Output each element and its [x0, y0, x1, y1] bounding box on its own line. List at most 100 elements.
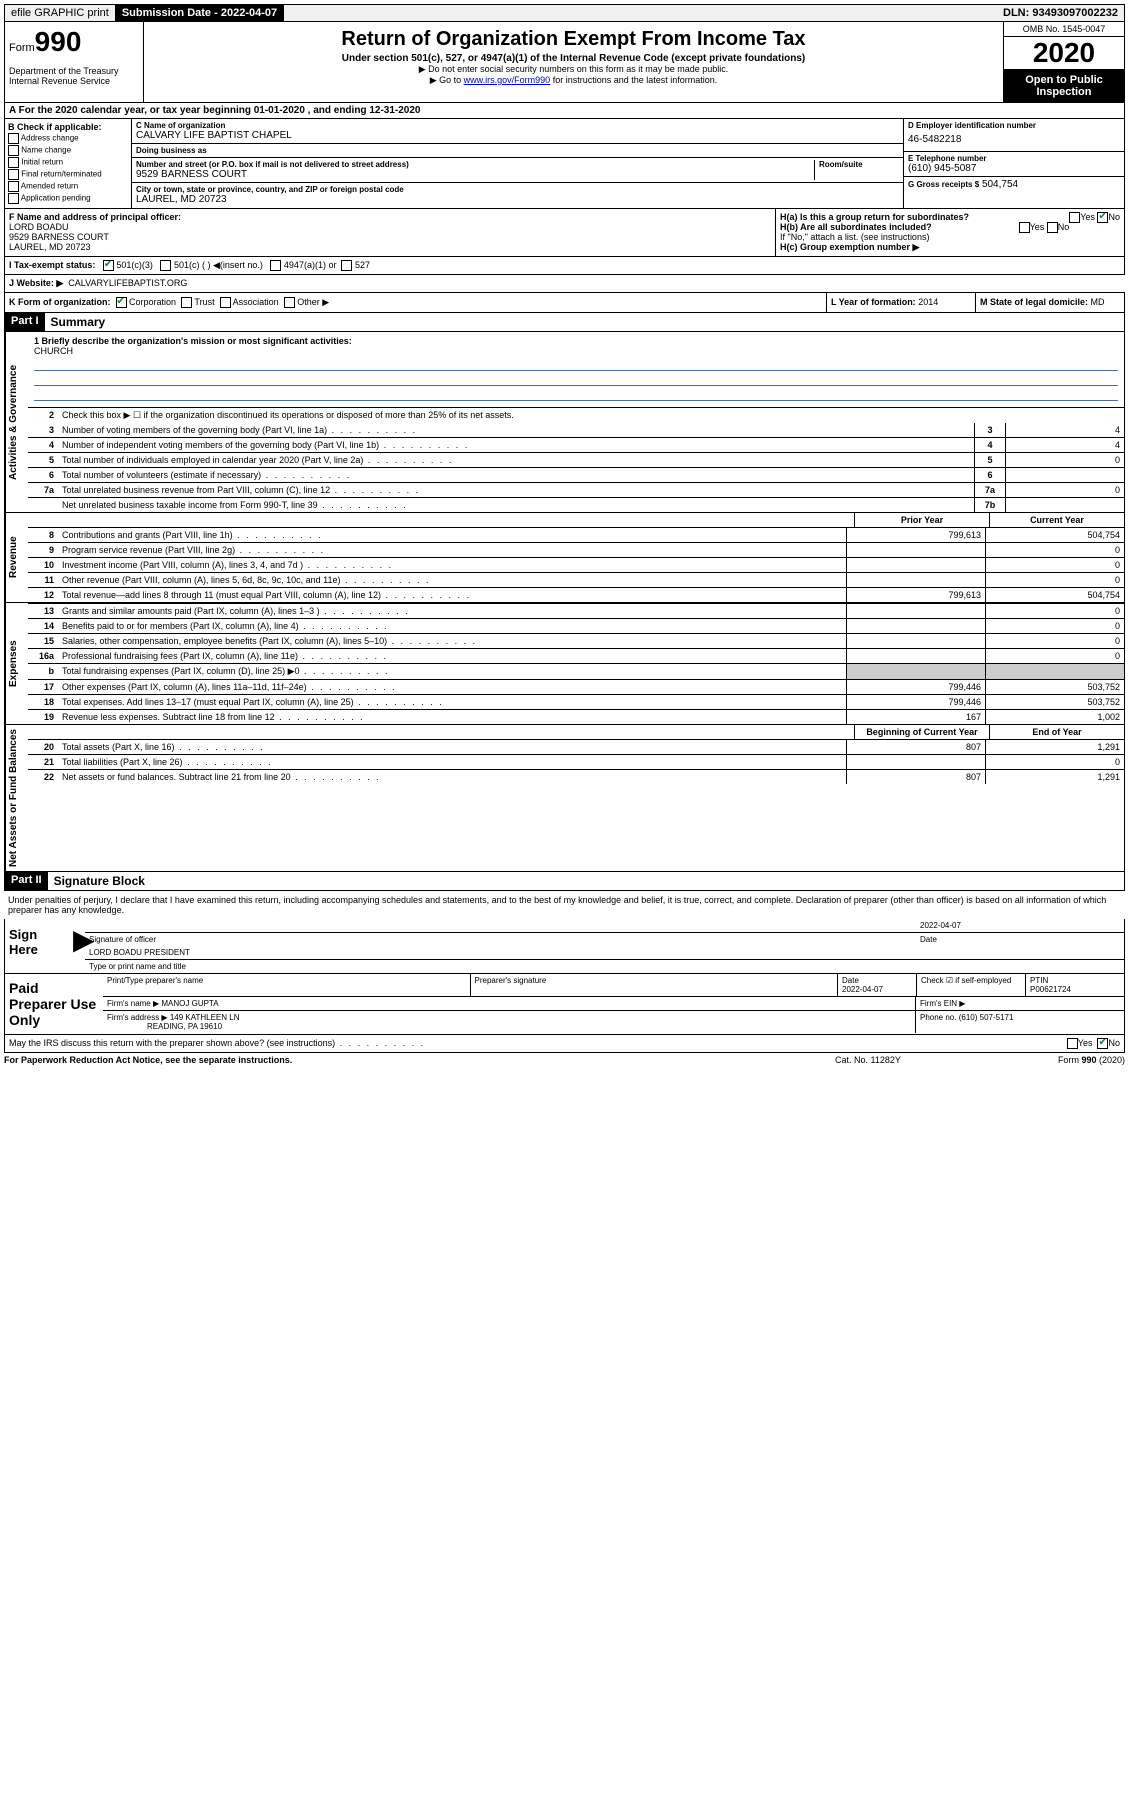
state-domicile: M State of legal domicile: MD: [975, 293, 1124, 312]
col-d: D Employer identification number 46-5482…: [903, 119, 1124, 208]
ein: 46-5482218: [908, 130, 1120, 149]
applicable-checkbox[interactable]: [8, 145, 19, 156]
officer-name: LORD BOADU: [9, 222, 69, 232]
ha-row: H(a) Is this a group return for subordin…: [780, 212, 1120, 222]
data-line: 15Salaries, other compensation, employee…: [28, 633, 1124, 648]
year-formation: L Year of formation: 2014: [826, 293, 975, 312]
preparer-row-1: Print/Type preparer's name Preparer's si…: [103, 974, 1124, 997]
hb-row: H(b) Are all subordinates included? Yes …: [780, 222, 1120, 232]
data-line: 22Net assets or fund balances. Subtract …: [28, 769, 1124, 784]
vtab-assets: Net Assets or Fund Balances: [5, 725, 28, 871]
revenue-block: Revenue Prior Year Current Year 8Contrib…: [4, 513, 1125, 603]
irs-link[interactable]: www.irs.gov/Form990: [464, 75, 551, 85]
vtab-governance: Activities & Governance: [5, 332, 28, 512]
part2-label: Part II: [5, 872, 48, 890]
header-left: Form990 Department of the Treasury Inter…: [5, 22, 144, 102]
applicable-checkbox[interactable]: [8, 181, 19, 192]
note-link: ▶ Go to www.irs.gov/Form990 for instruct…: [148, 75, 999, 86]
governance-block: Activities & Governance 1 Briefly descri…: [4, 332, 1125, 513]
mission-line: [34, 388, 1118, 401]
address-cell: Number and street (or P.O. box if mail i…: [132, 158, 903, 183]
col-prior: Prior Year: [854, 513, 989, 527]
part1-title: Summary: [45, 313, 112, 331]
form-number: Form990: [9, 26, 139, 58]
ha-no-checkbox[interactable]: [1097, 212, 1108, 223]
revenue-body: Prior Year Current Year 8Contributions a…: [28, 513, 1124, 602]
firm-name: MANOJ GUPTA: [161, 999, 218, 1008]
firm-address: 149 KATHLEEN LN: [170, 1013, 240, 1022]
checkbox-line: Initial return: [8, 157, 128, 168]
sign-arrow-icon: ▶: [73, 919, 85, 973]
applicable-checkbox[interactable]: [8, 133, 19, 144]
website-row: J Website: ▶ CALVARYLIFEBAPTIST.ORG: [4, 275, 1125, 293]
501c3-checkbox[interactable]: [103, 260, 114, 271]
checkbox-line: Final return/terminated: [8, 169, 128, 180]
city-cell: City or town, state or province, country…: [132, 183, 903, 207]
data-line: 8Contributions and grants (Part VIII, li…: [28, 527, 1124, 542]
paid-preparer-block: Paid Preparer Use Only Print/Type prepar…: [4, 974, 1125, 1035]
ptin-value: P00621724: [1030, 985, 1071, 994]
type-name-label: Type or print name and title: [85, 960, 1124, 973]
applicable-checkbox[interactable]: [8, 157, 19, 168]
col-begin: Beginning of Current Year: [854, 725, 989, 739]
gross-cell: G Gross receipts $ 504,754: [904, 177, 1124, 192]
rev-header: Prior Year Current Year: [28, 513, 1124, 527]
header-center: Return of Organization Exempt From Incom…: [144, 22, 1003, 102]
data-line: 17Other expenses (Part IX, column (A), l…: [28, 679, 1124, 694]
expenses-body: 13Grants and similar amounts paid (Part …: [28, 603, 1124, 724]
501c-checkbox[interactable]: [160, 260, 171, 271]
row-j: J Website: ▶ CALVARYLIFEBAPTIST.ORG: [4, 275, 1125, 293]
form-subtitle: Under section 501(c), 527, or 4947(a)(1)…: [148, 53, 999, 64]
street-address: 9529 BARNESS COURT: [136, 169, 814, 180]
form-header: Form990 Department of the Treasury Inter…: [4, 22, 1125, 103]
irs-discuss-row: May the IRS discuss this return with the…: [4, 1035, 1125, 1053]
form-footer: Form 990 (2020): [995, 1055, 1125, 1065]
expenses-block: Expenses 13Grants and similar amounts pa…: [4, 603, 1125, 725]
discuss-no-checkbox[interactable]: [1097, 1038, 1108, 1049]
applicable-checkbox[interactable]: [8, 169, 19, 180]
paid-preparer-label: Paid Preparer Use Only: [5, 974, 103, 1034]
firm-phone: (610) 507-5171: [959, 1013, 1014, 1022]
paperwork-notice: For Paperwork Reduction Act Notice, see …: [4, 1055, 835, 1065]
data-line: bTotal fundraising expenses (Part IX, co…: [28, 663, 1124, 679]
mission-line: [34, 358, 1118, 371]
tax-year: 2020: [1004, 37, 1124, 70]
self-employed-check: Check ☑ if self-employed: [917, 974, 1026, 996]
summary-line: 5Total number of individuals employed in…: [28, 452, 1124, 467]
mission-line: [34, 373, 1118, 386]
other-checkbox[interactable]: [284, 297, 295, 308]
h-group-return: H(a) Is this a group return for subordin…: [775, 209, 1124, 256]
discuss-yes-checkbox[interactable]: [1067, 1038, 1078, 1049]
hb-no-checkbox[interactable]: [1047, 222, 1058, 233]
corp-checkbox[interactable]: [116, 297, 127, 308]
assoc-checkbox[interactable]: [220, 297, 231, 308]
city-state-zip: LAUREL, MD 20723: [136, 194, 899, 205]
4947-checkbox[interactable]: [270, 260, 281, 271]
cat-number: Cat. No. 11282Y: [835, 1055, 995, 1065]
applicable-checkbox[interactable]: [8, 193, 19, 204]
data-line: 9Program service revenue (Part VIII, lin…: [28, 542, 1124, 557]
summary-line: 7aTotal unrelated business revenue from …: [28, 482, 1124, 497]
org-name: CALVARY LIFE BAPTIST CHAPEL: [136, 130, 899, 141]
data-line: 10Investment income (Part VIII, column (…: [28, 557, 1124, 572]
hb-yes-checkbox[interactable]: [1019, 222, 1030, 233]
ha-yes-checkbox[interactable]: [1069, 212, 1080, 223]
trust-checkbox[interactable]: [181, 297, 192, 308]
gross-receipts: 504,754: [982, 179, 1018, 190]
data-line: 18Total expenses. Add lines 13–17 (must …: [28, 694, 1124, 709]
org-name-cell: C Name of organization CALVARY LIFE BAPT…: [132, 119, 903, 144]
efile-label: efile GRAPHIC print: [5, 5, 116, 21]
part1-label: Part I: [5, 313, 45, 331]
sign-fields: 2022-04-07 Signature of officer Date LOR…: [85, 919, 1124, 973]
omb-number: OMB No. 1545-0047: [1004, 22, 1124, 37]
line-2: 2 Check this box ▶ ☐ if the organization…: [28, 407, 1124, 423]
perjury-text: Under penalties of perjury, I declare th…: [4, 891, 1125, 919]
data-line: 14Benefits paid to or for members (Part …: [28, 618, 1124, 633]
principal-officer: F Name and address of principal officer:…: [5, 209, 775, 256]
website-value: CALVARYLIFEBAPTIST.ORG: [68, 278, 187, 288]
checkbox-line: Address change: [8, 133, 128, 144]
527-checkbox[interactable]: [341, 260, 352, 271]
col-b-checkboxes: B Check if applicable: Address change Na…: [5, 119, 132, 208]
row-f-officer: F Name and address of principal officer:…: [4, 209, 1125, 257]
open-inspection: Open to Public Inspection: [1004, 70, 1124, 102]
